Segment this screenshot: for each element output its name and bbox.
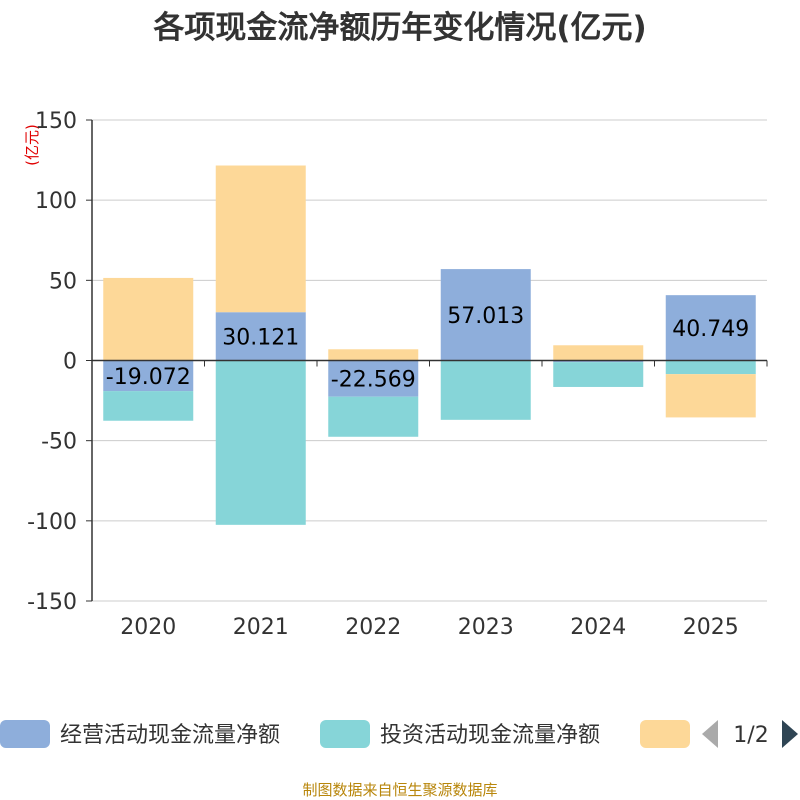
x-tick-label: 2023 xyxy=(458,615,514,640)
bar-2024-series-2[interactable] xyxy=(553,362,644,387)
data-label: 40.749 xyxy=(672,317,749,342)
bar-2020-series-2[interactable] xyxy=(103,391,194,421)
legend-swatch[interactable] xyxy=(0,720,50,748)
data-label: 57.013 xyxy=(447,304,524,329)
grid-lines xyxy=(92,119,767,602)
bar-2020-series-1[interactable] xyxy=(103,360,194,392)
bar-2025-series-2[interactable] xyxy=(665,360,756,375)
bar-2022-series-1[interactable] xyxy=(328,360,419,397)
bar-2023-series-1[interactable] xyxy=(440,269,531,361)
data-labels: -19.072 30.121 -22.569 57.013 40.749 xyxy=(106,304,749,393)
y-tick-label: -50 xyxy=(41,430,77,455)
bar-2025-series-3[interactable] xyxy=(665,374,756,418)
y-axis-unit-label: (亿元) xyxy=(23,124,41,166)
y-tick-label: 50 xyxy=(49,269,77,294)
bar-2023-series-2[interactable] xyxy=(440,360,531,420)
bar-2021-series-1[interactable] xyxy=(215,312,306,361)
bar-2020-series-3[interactable] xyxy=(103,277,194,361)
y-tick-label: 100 xyxy=(35,189,77,214)
data-label: -19.072 xyxy=(106,365,191,390)
legend-next-page-icon[interactable] xyxy=(782,720,798,748)
x-tick-label: 2020 xyxy=(120,615,176,640)
legend[interactable]: 经营活动现金流量净额 投资活动现金流量净额 1/2 xyxy=(0,720,798,748)
x-tick-label: 2022 xyxy=(345,615,401,640)
bar-2021-series-3[interactable] xyxy=(215,165,306,313)
axes: 150 100 50 0 -50 -100 -150 2020 2021 2022 2023 2024… xyxy=(27,109,768,640)
x-tick-label: 2025 xyxy=(683,615,739,640)
legend-prev-page-icon[interactable] xyxy=(702,720,718,748)
y-tick-label: 150 xyxy=(35,109,77,134)
chart-title: 各项现金流净额历年变化情况(亿元) xyxy=(152,10,646,46)
y-tick-label: 0 xyxy=(63,350,77,375)
legend-label[interactable]: 经营活动现金流量净额 xyxy=(60,723,280,748)
y-tick-label: -150 xyxy=(27,590,77,615)
legend-page-indicator: 1/2 xyxy=(733,723,768,748)
data-label: 30.121 xyxy=(222,325,299,350)
bar-2021-series-2[interactable] xyxy=(215,360,306,525)
data-source-note: 制图数据来自恒生聚源数据库 xyxy=(302,781,497,799)
legend-swatch[interactable] xyxy=(640,720,690,748)
bar-2025-series-1[interactable] xyxy=(665,295,756,361)
legend-swatch[interactable] xyxy=(320,720,370,748)
bars xyxy=(103,165,756,525)
bar-2022-series-2[interactable] xyxy=(328,396,419,437)
y-tick-label: -100 xyxy=(27,510,77,535)
x-tick-label: 2024 xyxy=(570,615,626,640)
legend-label[interactable]: 投资活动现金流量净额 xyxy=(380,723,600,748)
data-label: -22.569 xyxy=(331,368,416,393)
x-tick-label: 2021 xyxy=(233,615,289,640)
bar-2024-series-3[interactable] xyxy=(553,345,644,361)
bar-2024-series-1[interactable] xyxy=(553,360,644,363)
bar-2022-series-3[interactable] xyxy=(328,349,419,361)
